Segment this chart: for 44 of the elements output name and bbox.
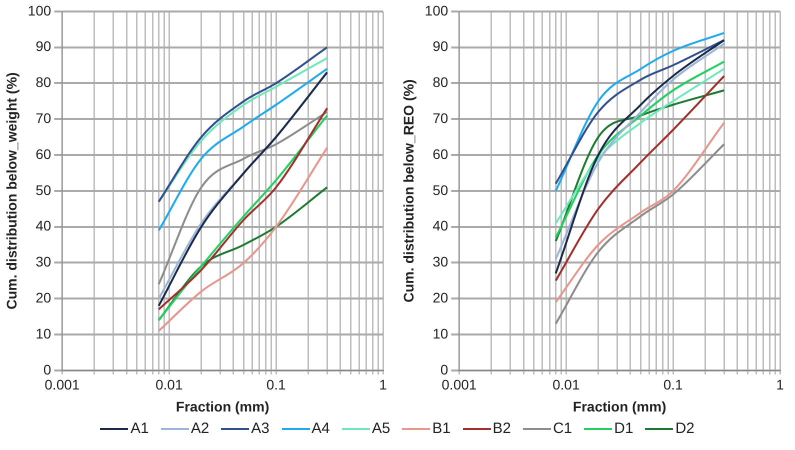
y-tick-label: 80	[432, 74, 448, 90]
legend-label: D2	[674, 420, 695, 437]
legend-label: A3	[250, 420, 270, 437]
x-axis-title: Fraction (mm)	[176, 398, 270, 414]
x-tick-label: 1	[379, 376, 388, 393]
x-tick-label: 0.001	[442, 376, 477, 393]
y-tick-label: 100	[28, 2, 52, 18]
legend-label: A2	[190, 420, 210, 437]
x-tick-label: 0.1	[663, 376, 683, 393]
y-tick-label: 70	[36, 110, 52, 126]
y-axis-title: Cum. distribution below_REO (%)	[400, 79, 416, 303]
y-tick-label: 100	[424, 2, 448, 18]
legend-label: A4	[310, 420, 330, 437]
x-tick-label: 0.01	[552, 376, 580, 393]
y-tick-label: 30	[36, 254, 52, 270]
y-tick-label: 0	[43, 361, 52, 378]
y-tick-label: 50	[432, 182, 448, 198]
y-tick-label: 70	[432, 110, 448, 126]
y-tick-label: 40	[36, 218, 52, 234]
legend-label: A5	[370, 420, 390, 437]
y-tick-label: 90	[36, 38, 52, 54]
legend-label: B2	[492, 420, 511, 437]
y-tick-label: 60	[36, 146, 52, 162]
x-tick-label: 0.1	[266, 376, 286, 393]
x-tick-label: 0.01	[155, 376, 183, 393]
y-tick-label: 90	[432, 38, 448, 54]
y-tick-label: 10	[432, 325, 448, 342]
y-tick-label: 20	[432, 289, 448, 306]
x-tick-label: 0.001	[44, 376, 80, 393]
y-tick-label: 30	[432, 254, 448, 270]
y-tick-label: 50	[36, 182, 52, 198]
y-tick-label: 60	[432, 146, 448, 162]
legend-label: A1	[129, 420, 149, 437]
x-axis-title: Fraction (mm)	[572, 398, 666, 414]
y-tick-label: 0	[440, 361, 448, 378]
y-axis-title: Cum. distribution below_weight (%)	[3, 72, 20, 310]
y-tick-label: 80	[36, 74, 52, 90]
legend-label: D1	[613, 420, 634, 437]
y-tick-label: 40	[432, 218, 448, 234]
legend-label: B1	[431, 420, 451, 437]
x-tick-label: 1	[776, 376, 784, 393]
y-tick-label: 20	[36, 289, 52, 306]
y-tick-label: 10	[36, 325, 52, 342]
legend-label: C1	[552, 420, 572, 437]
